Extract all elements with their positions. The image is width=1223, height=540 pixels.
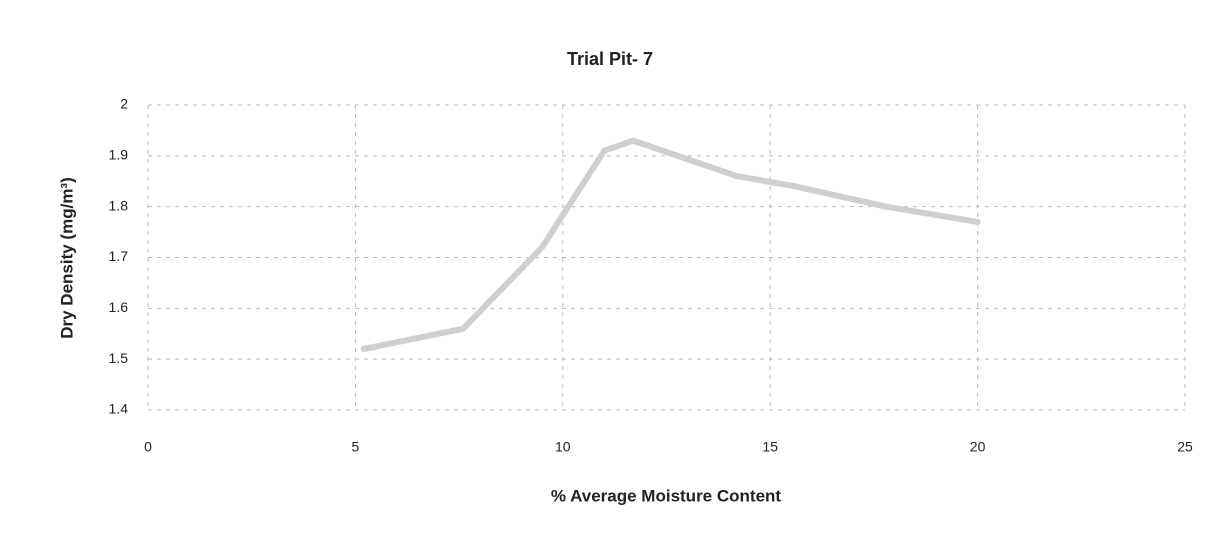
y-axis-label: Dry Density (mg/m³)	[57, 177, 76, 339]
x-tick-label: 25	[1177, 439, 1193, 455]
y-tick-label: 1.4	[109, 401, 129, 417]
y-tick-label: 1.9	[109, 147, 129, 163]
y-tick-label: 1.8	[109, 197, 129, 213]
chart-title: Trial Pit- 7	[567, 49, 653, 69]
x-axis-label: % Average Moisture Content	[551, 486, 782, 505]
y-tick-label: 1.5	[109, 350, 129, 366]
y-tick-label: 2	[120, 96, 128, 112]
x-tick-label: 20	[970, 439, 986, 455]
x-tick-label: 10	[555, 439, 571, 455]
x-tick-label: 0	[144, 439, 152, 455]
x-tick-label: 15	[762, 439, 778, 455]
y-tick-label: 1.7	[109, 248, 129, 264]
y-tick-label: 1.6	[109, 299, 129, 315]
x-tick-label: 5	[352, 439, 360, 455]
data-line	[360, 137, 981, 352]
